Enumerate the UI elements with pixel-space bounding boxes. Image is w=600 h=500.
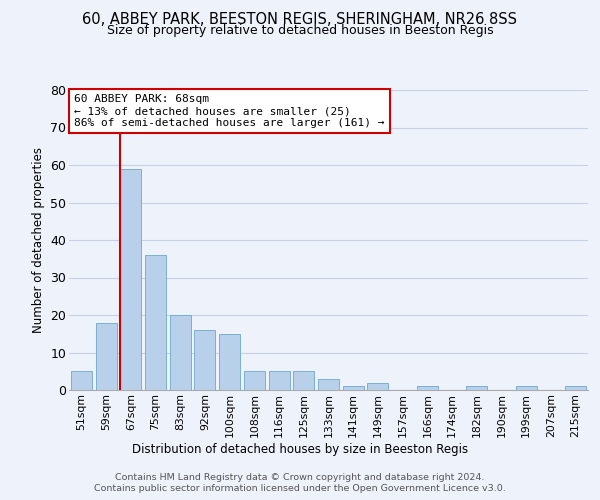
Bar — [194, 330, 215, 390]
Bar — [318, 379, 339, 390]
Bar — [219, 334, 240, 390]
Bar — [269, 371, 290, 390]
Bar — [95, 322, 116, 390]
Bar — [170, 315, 191, 390]
Bar — [516, 386, 537, 390]
Text: Contains HM Land Registry data © Crown copyright and database right 2024.: Contains HM Land Registry data © Crown c… — [115, 472, 485, 482]
Bar — [343, 386, 364, 390]
Bar — [120, 169, 141, 390]
Text: 60 ABBEY PARK: 68sqm
← 13% of detached houses are smaller (25)
86% of semi-detac: 60 ABBEY PARK: 68sqm ← 13% of detached h… — [74, 94, 385, 128]
Bar — [417, 386, 438, 390]
Text: 60, ABBEY PARK, BEESTON REGIS, SHERINGHAM, NR26 8SS: 60, ABBEY PARK, BEESTON REGIS, SHERINGHA… — [83, 12, 517, 28]
Bar — [244, 371, 265, 390]
Text: Contains public sector information licensed under the Open Government Licence v3: Contains public sector information licen… — [94, 484, 506, 493]
Bar — [293, 371, 314, 390]
Text: Size of property relative to detached houses in Beeston Regis: Size of property relative to detached ho… — [107, 24, 493, 37]
Bar — [145, 255, 166, 390]
Bar — [71, 371, 92, 390]
Y-axis label: Number of detached properties: Number of detached properties — [32, 147, 44, 333]
Bar — [466, 386, 487, 390]
Text: Distribution of detached houses by size in Beeston Regis: Distribution of detached houses by size … — [132, 442, 468, 456]
Bar — [367, 382, 388, 390]
Bar — [565, 386, 586, 390]
